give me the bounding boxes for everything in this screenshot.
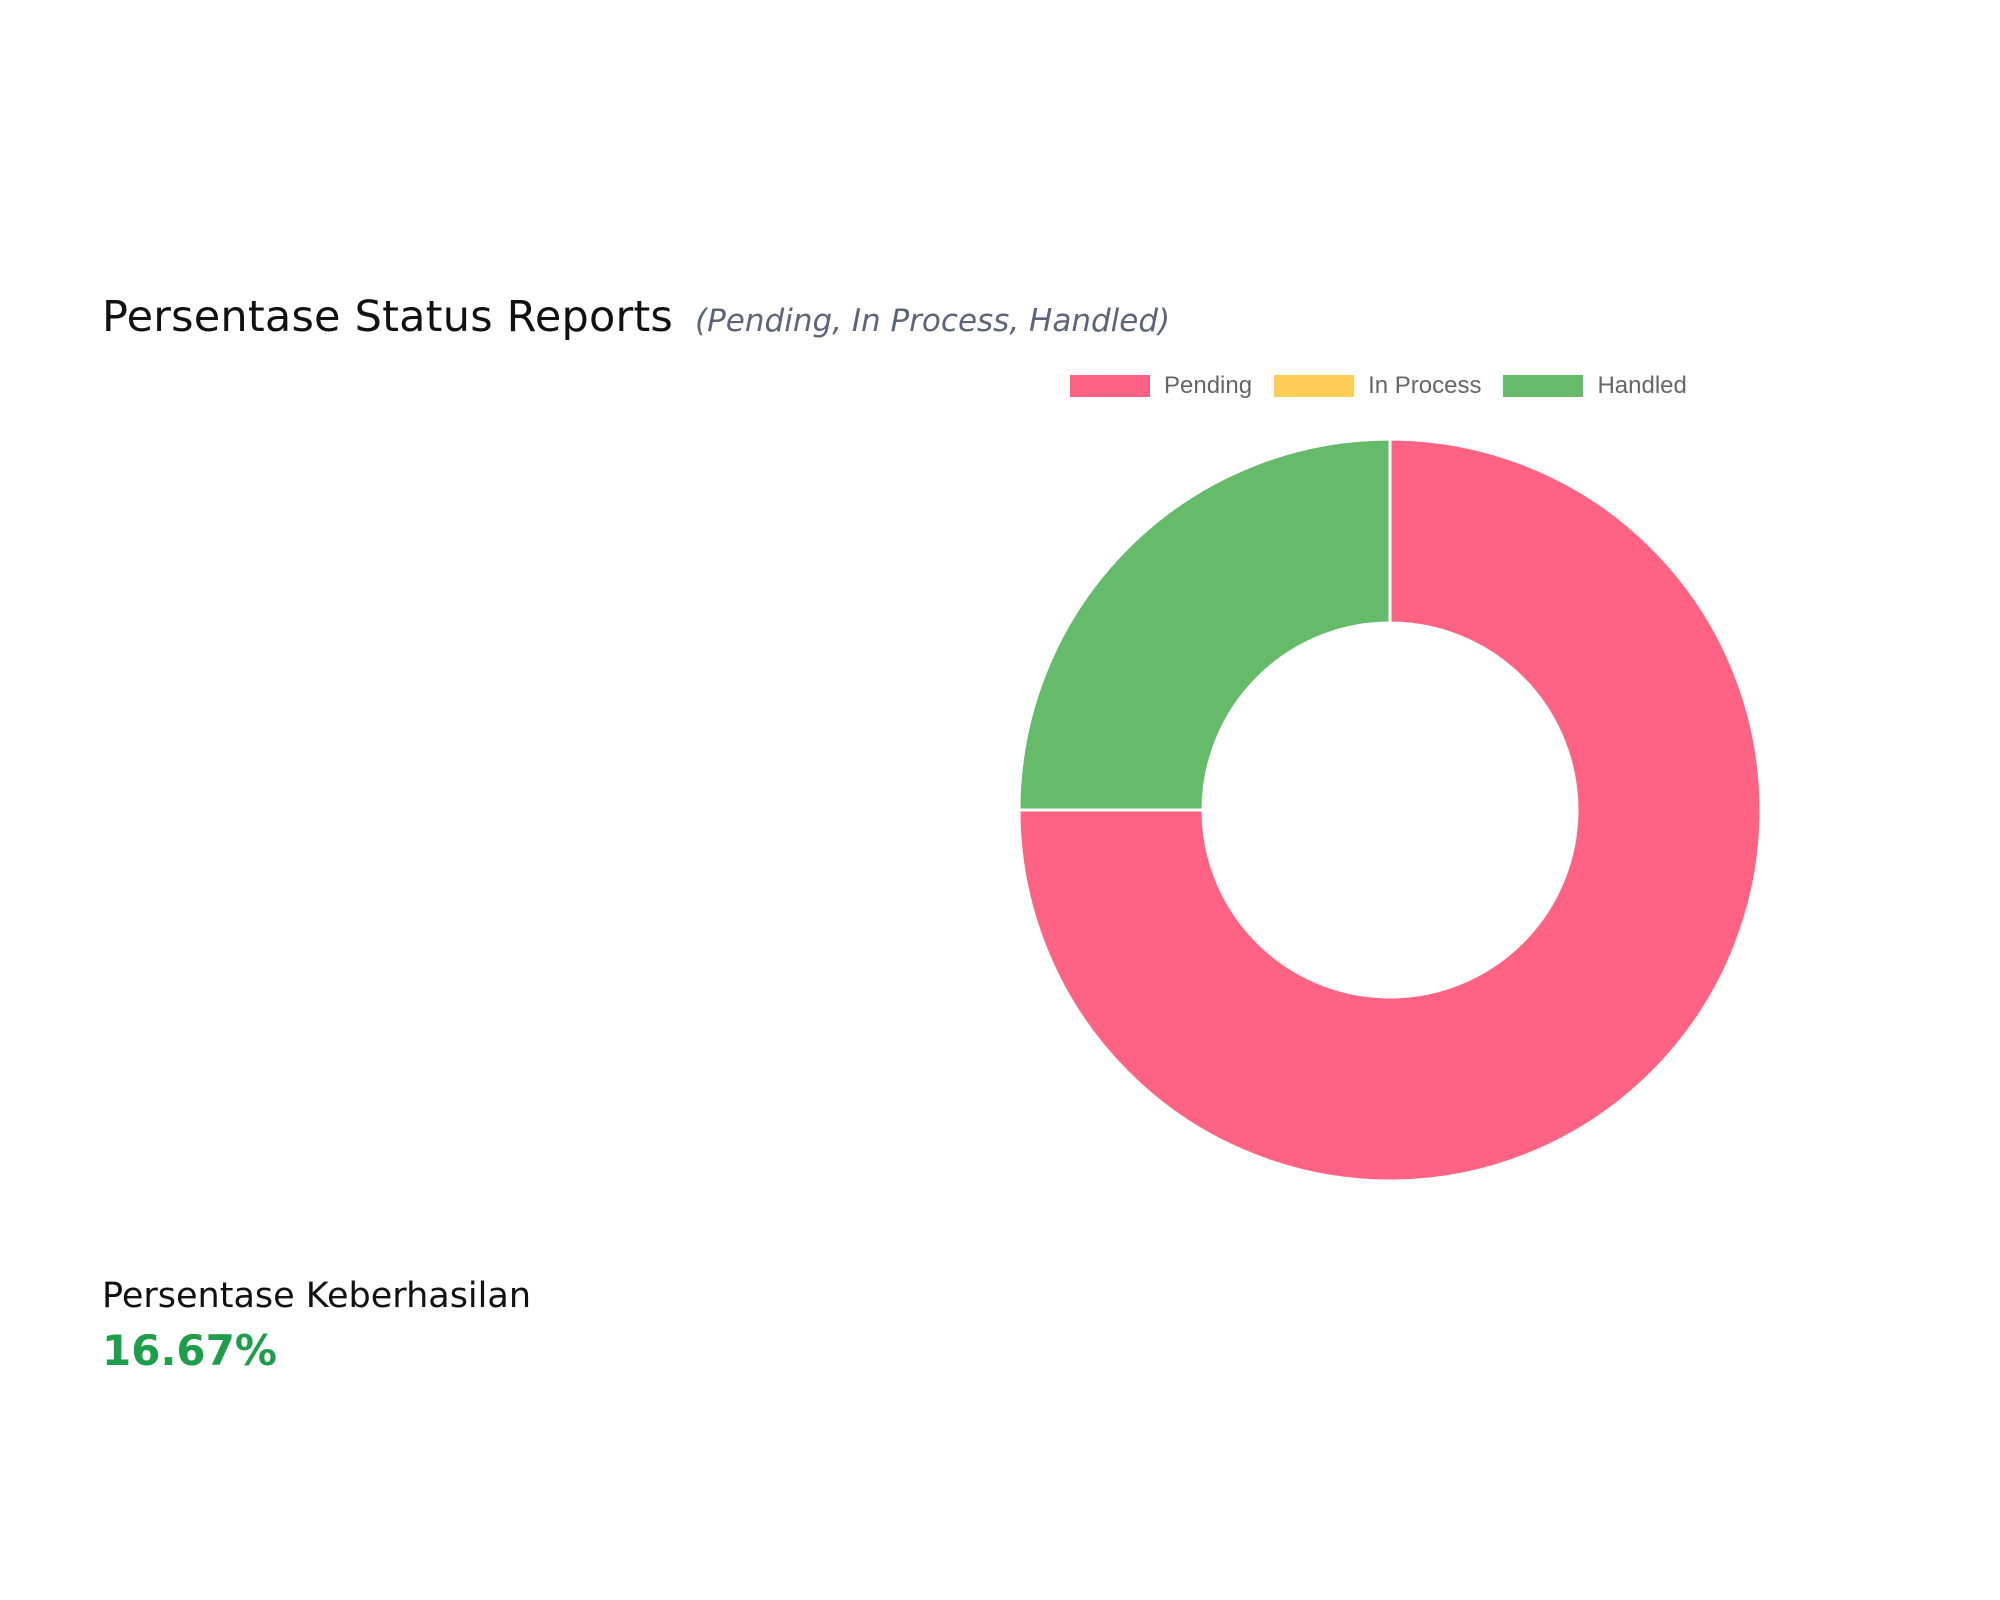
legend-item-handled[interactable]: Handled: [1503, 372, 1687, 400]
legend-swatch-in-process: [1274, 375, 1355, 397]
legend-item-pending[interactable]: Pending: [1070, 372, 1252, 400]
slice-handled[interactable]: [1017, 437, 1392, 812]
legend-item-in-process[interactable]: In Process: [1274, 372, 1481, 400]
legend-swatch-pending: [1070, 375, 1150, 397]
chart-legend: Pending In Process Handled: [1070, 372, 1687, 400]
page-title: Persentase Status Reports: [102, 292, 674, 342]
legend-swatch-handled: [1503, 375, 1584, 397]
success-value: 16.67%: [102, 1326, 277, 1375]
slice-pending[interactable]: [1017, 437, 1763, 1183]
success-label: Persentase Keberhasilan: [102, 1276, 532, 1316]
legend-label-in-process: In Process: [1368, 372, 1482, 399]
heading-row: Persentase Status Reports (Pending, In P…: [102, 292, 1170, 342]
success-block: Persentase Keberhasilan 16.67%: [102, 1276, 531, 1375]
page-subtitle: (Pending, In Process, Handled): [695, 303, 1171, 339]
legend-label-pending: Pending: [1164, 372, 1253, 399]
doughnut-chart: [1017, 437, 1763, 1183]
legend-label-handled: Handled: [1597, 372, 1687, 399]
